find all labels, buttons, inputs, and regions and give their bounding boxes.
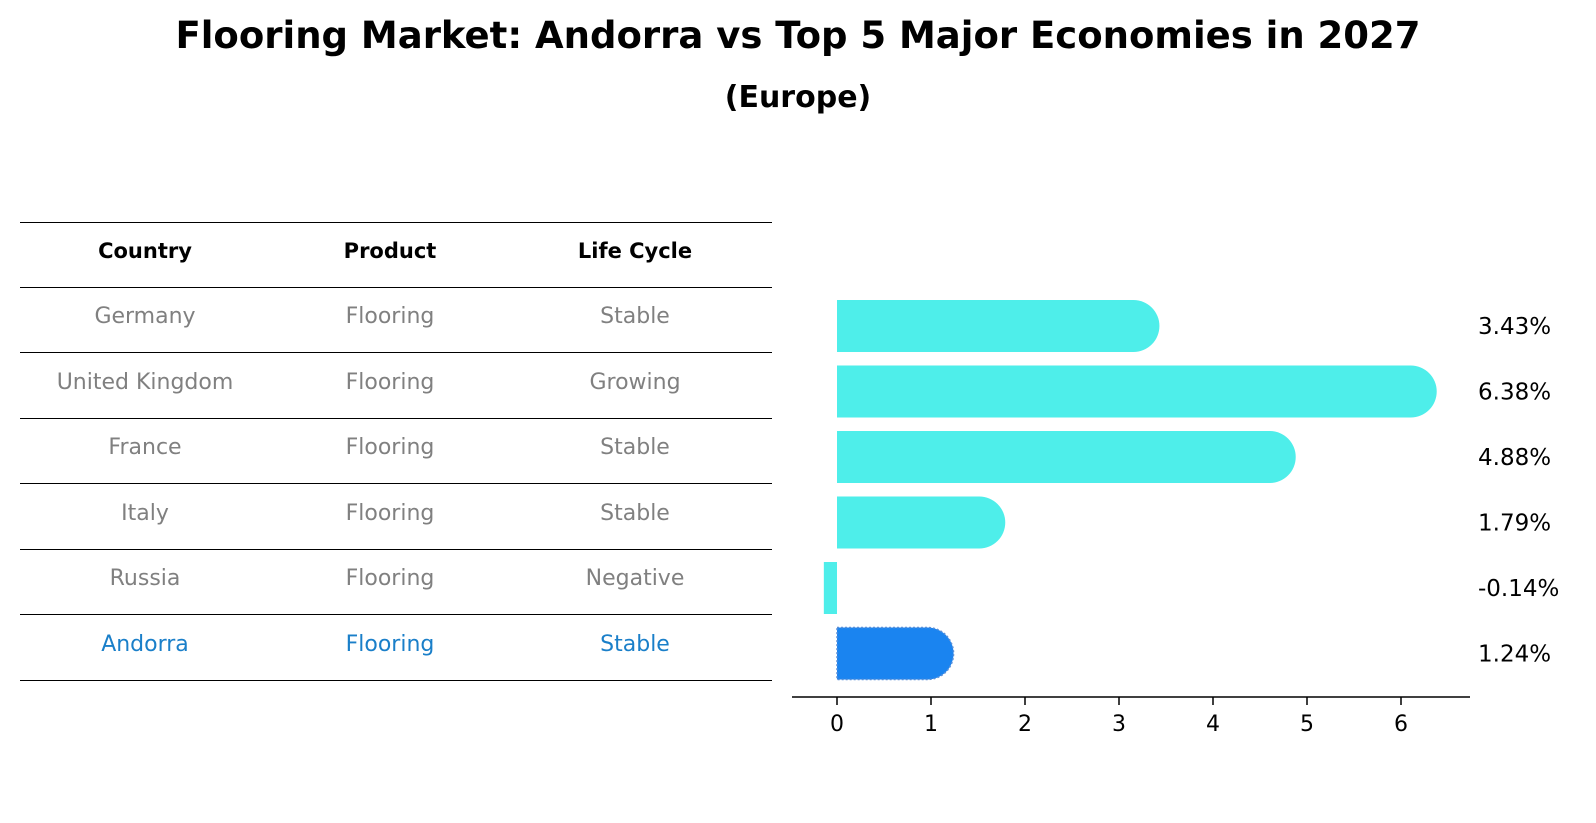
cell-life-cycle: Growing: [589, 370, 681, 395]
cell-country: Germany: [94, 304, 196, 329]
value-label: 3.43%: [1478, 314, 1551, 340]
header-country: Country: [98, 239, 192, 263]
value-label: 4.88%: [1478, 445, 1551, 471]
x-tick-label: 3: [1112, 712, 1126, 737]
value-label: 6.38%: [1478, 380, 1551, 406]
header-product: Product: [343, 239, 437, 263]
chart-subtitle: (Europe): [724, 80, 872, 115]
x-tick-label: 0: [830, 712, 844, 737]
bar-germany: [837, 300, 1160, 352]
bar-russia: [823, 562, 837, 614]
x-tick-label: 6: [1394, 712, 1408, 737]
value-label: 1.79%: [1478, 511, 1551, 537]
cell-country: France: [108, 435, 182, 460]
table-rule: [20, 352, 772, 353]
x-tick-label: 5: [1300, 712, 1314, 737]
table-rule: [20, 483, 772, 484]
cell-product: Flooring: [345, 370, 435, 395]
table-rule: [20, 287, 772, 288]
cell-life-cycle: Stable: [600, 501, 670, 526]
cell-life-cycle: Negative: [585, 566, 685, 591]
cell-life-cycle: Stable: [600, 435, 670, 460]
x-tick-label: 2: [1018, 712, 1032, 737]
table-rule: [20, 222, 772, 223]
cell-product: Flooring: [345, 566, 435, 591]
bar-united-kingdom: [837, 365, 1437, 418]
chart-title: Flooring Market: Andorra vs Top 5 Major …: [175, 14, 1421, 57]
cell-product: Flooring: [345, 304, 435, 329]
table-rule: [20, 418, 772, 419]
table-rule: [20, 680, 772, 681]
cell-product-highlight: Flooring: [345, 632, 435, 657]
value-label: -0.14%: [1478, 576, 1559, 602]
cell-country-highlight: Andorra: [101, 632, 189, 657]
table-rule: [20, 549, 772, 550]
value-label: 1.24%: [1478, 642, 1551, 668]
table-rule: [20, 614, 772, 615]
cell-life-cycle: Stable: [600, 304, 670, 329]
cell-life-cycle-highlight: Stable: [600, 632, 670, 657]
bar-italy: [837, 496, 1006, 549]
x-tick-label: 4: [1206, 712, 1220, 737]
bar-france: [837, 431, 1296, 483]
cell-product: Flooring: [345, 501, 435, 526]
cell-country: Russia: [109, 566, 181, 591]
cell-country: United Kingdom: [56, 370, 234, 395]
bar-andorra: [836, 626, 955, 681]
cell-country: Italy: [121, 501, 169, 526]
header-life-cycle: Life Cycle: [577, 239, 693, 263]
cell-product: Flooring: [345, 435, 435, 460]
x-tick-label: 1: [924, 712, 938, 737]
